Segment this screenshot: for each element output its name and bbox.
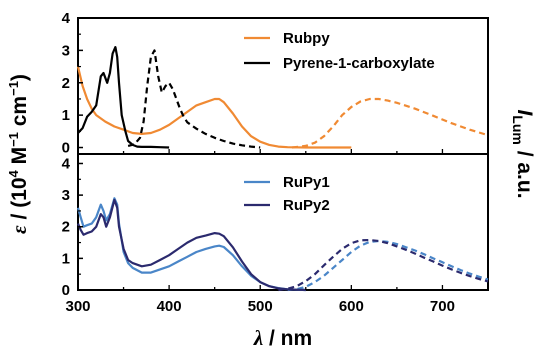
bottom-legend: RuPy1 RuPy2 (244, 174, 330, 214)
y-tick-label: 2 (62, 219, 70, 236)
legend-label-rupy1: RuPy1 (283, 174, 330, 191)
series-line-rubpy-solid (76, 66, 352, 149)
y-tick-label: 2 (62, 75, 70, 92)
legend-label-rubpy: Rubpy (283, 30, 330, 47)
x-tick-label: 300 (65, 298, 90, 315)
y-tick-label: 4 (62, 10, 71, 27)
y-tick-label: 3 (62, 187, 70, 204)
series-line-rupy1-dashed (287, 239, 489, 292)
x-axis-label: λ / nm (253, 326, 312, 350)
y-tick-label: 4 (62, 155, 71, 172)
series-line-rupy2-solid (76, 198, 306, 292)
x-tick-label: 500 (248, 298, 273, 315)
y-tick-label: 1 (62, 250, 70, 267)
series-line-pyrene-1-carboxylate-dashed (127, 49, 261, 149)
right-axis-label: ILum / a.u. (510, 109, 536, 198)
x-tick-label: 400 (157, 298, 182, 315)
top-legend: Rubpy Pyrene-1-carboxylate (244, 30, 435, 72)
y-tick-label: 0 (62, 282, 70, 299)
y-tick-label: 3 (62, 42, 70, 59)
series-line-rubpy-dashed (291, 97, 489, 149)
y-tick-label: 0 (62, 140, 70, 157)
y-tick-label: 1 (62, 107, 70, 124)
data-marks (76, 46, 489, 292)
x-tick-label: 600 (339, 298, 364, 315)
y-axis-label: ε / (104 M−1 cm−1) (6, 74, 31, 234)
legend-label-rupy2: RuPy2 (283, 197, 330, 214)
series-line-rupy2-dashed (278, 238, 489, 292)
x-tick-label: 700 (430, 298, 455, 315)
legend-label-pyrene: Pyrene-1-carboxylate (283, 55, 435, 72)
series-line-pyrene-1-carboxylate-solid (77, 46, 170, 149)
